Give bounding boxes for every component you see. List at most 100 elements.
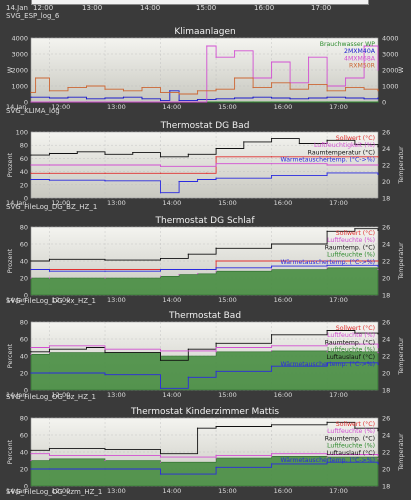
data-point	[30, 353, 32, 355]
x-tick-label: 12:00	[52, 103, 71, 111]
data-point	[326, 164, 328, 166]
y-axis-label: Prozent	[6, 152, 14, 177]
data-point	[48, 179, 51, 181]
series-line	[31, 421, 379, 455]
legend-entry: RXM50R	[349, 63, 376, 70]
data-point	[308, 56, 310, 58]
data-point	[354, 228, 356, 230]
chart-file-label[interactable]: SVG_FileLog_DG_xx_HZ_1	[6, 297, 96, 305]
data-point	[48, 97, 51, 99]
y-axis-label: W	[6, 66, 14, 73]
top-x-tick: 14:00	[140, 4, 161, 12]
legend-entry: Luftfeuchte (%)	[327, 237, 375, 244]
data-point	[159, 350, 162, 352]
data-point	[233, 97, 236, 99]
chart-file-label[interactable]: SVG_KLIMA_log	[6, 107, 60, 115]
x-tick-label: 13:00	[107, 487, 126, 495]
data-point	[85, 85, 88, 87]
data-point	[178, 93, 180, 95]
data-point	[48, 270, 51, 272]
data-point	[206, 45, 208, 47]
data-point	[215, 466, 217, 468]
top-plot-strip	[31, 0, 369, 5]
chart-file-label[interactable]: SVG_FileLog_DG_BZ_HZ_1	[6, 203, 98, 211]
legend-entry: Luftfeuchte (%)	[327, 347, 375, 354]
x-tick-label: 15:00	[218, 296, 237, 304]
data-point	[308, 101, 310, 103]
data-point	[30, 178, 32, 181]
data-point	[48, 372, 51, 374]
x-tick-label: 16:00	[274, 487, 293, 495]
data-point	[159, 172, 162, 174]
x-tick-label: 13:00	[107, 296, 126, 304]
x-tick-label: 14:00	[163, 199, 182, 207]
y2-tick-label: 3000	[382, 51, 399, 59]
data-point	[233, 77, 236, 79]
data-point	[270, 455, 273, 457]
data-point	[104, 88, 106, 90]
x-tick-label: 17:00	[329, 487, 348, 495]
data-point	[104, 459, 106, 462]
data-point	[354, 143, 356, 145]
data-point	[104, 374, 106, 376]
legend-entry: Sollwert (°C)	[336, 229, 375, 237]
y2-tick-label: 20	[382, 178, 390, 186]
x-tick-label: 17:00	[329, 199, 348, 207]
data-point	[196, 427, 199, 429]
data-point	[215, 457, 217, 459]
y2-axis-label: Temperatur	[397, 433, 405, 472]
data-point	[215, 270, 217, 272]
y2-tick-label: 26	[382, 319, 390, 327]
data-point	[289, 101, 291, 103]
data-point	[270, 138, 273, 140]
y-tick-label: 0	[24, 99, 28, 107]
data-point	[67, 101, 69, 103]
chart-file-label[interactable]: SVG_FileLog_OG_kzm_HZ_1	[6, 488, 103, 496]
y2-tick-label: 18	[382, 195, 390, 203]
data-point	[76, 151, 78, 153]
y2-axis-label: W	[397, 66, 405, 73]
legend-entry: Raumtemperatur (°C)	[308, 148, 375, 156]
top-x-tick: 14.Jan	[6, 4, 28, 12]
data-point	[104, 277, 106, 279]
data-point	[377, 363, 379, 366]
data-point	[48, 152, 51, 155]
legend-entry: Brauchwasser WP	[320, 41, 376, 48]
data-point	[48, 277, 51, 279]
top-file-label[interactable]: SVG_ESP_log_6	[6, 12, 60, 20]
y-tick-label: 80	[20, 319, 28, 327]
data-point	[30, 164, 32, 166]
data-point	[326, 351, 328, 353]
data-point	[30, 260, 32, 262]
y-tick-label: 0	[24, 483, 28, 491]
legend-entry: Luftfeuchtigkeit (%)	[314, 142, 375, 149]
data-point	[122, 96, 125, 98]
x-tick-label: 14:00	[163, 296, 182, 304]
data-point	[215, 370, 217, 372]
data-point	[30, 459, 32, 462]
data-point	[243, 141, 245, 143]
y2-tick-label: 24	[382, 336, 390, 344]
data-point	[48, 258, 51, 260]
legend-entry: Luftauslauf (°C)	[326, 353, 375, 361]
x-tick-label: 12:00	[52, 296, 71, 304]
y2-tick-label: 20	[382, 370, 390, 378]
data-point	[326, 267, 328, 269]
data-point	[48, 101, 51, 103]
data-point	[363, 101, 365, 103]
data-point	[377, 156, 379, 158]
data-point	[159, 359, 162, 361]
data-point	[159, 156, 162, 158]
chart-file-label[interactable]: SVG_FileLog_OG_bz_HZ_1	[6, 393, 96, 401]
data-point	[159, 257, 162, 260]
data-point	[377, 229, 379, 231]
series-line	[31, 45, 379, 103]
y-axis-label: Percent	[6, 343, 14, 368]
data-point	[104, 348, 106, 350]
legend-entry: Sollwert (°C)	[336, 420, 375, 428]
data-point	[270, 156, 273, 158]
data-point	[215, 351, 217, 353]
data-point	[48, 90, 51, 92]
x-tick-label: 14:00	[163, 103, 182, 111]
data-point	[270, 265, 273, 267]
